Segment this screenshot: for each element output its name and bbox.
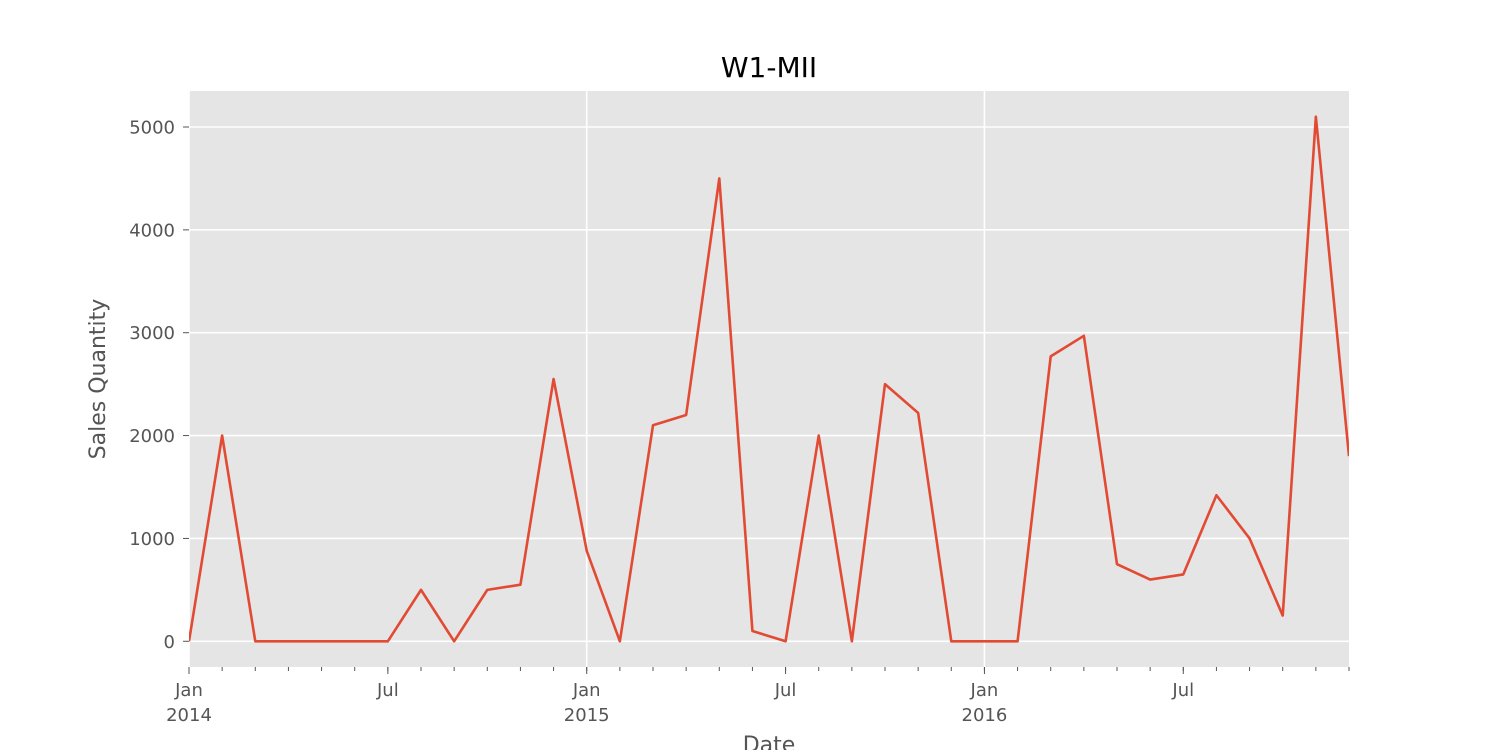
x-tick-label: Jan xyxy=(174,680,203,701)
y-tick-label: 2000 xyxy=(129,426,175,447)
axes: 0 1000 2000 3000 4000 5000 Jan 2014 Jul Jan 2015 Ju… xyxy=(129,118,1350,726)
y-tick-label: 5000 xyxy=(129,118,175,139)
plot-background xyxy=(189,91,1349,667)
x-tick-year-label: 2016 xyxy=(962,705,1008,726)
y-tick-label: 1000 xyxy=(129,529,175,550)
y-tick-label: 0 xyxy=(164,632,175,653)
x-tick-year-label: 2015 xyxy=(564,705,610,726)
chart-title: W1-MII xyxy=(721,51,817,84)
y-tick-label: 4000 xyxy=(129,220,175,241)
x-tick-year-label: 2014 xyxy=(166,705,212,726)
series-line xyxy=(189,115,1349,643)
x-tick-label: Jul xyxy=(774,680,797,701)
data-series xyxy=(189,115,1349,643)
x-axis-title: Date xyxy=(743,733,796,750)
y-tick-label: 3000 xyxy=(129,323,175,344)
x-tick-label: Jul xyxy=(1171,680,1194,701)
y-axis-title: Sales Quantity xyxy=(86,299,111,460)
x-tick-label: Jan xyxy=(970,680,999,701)
grid-lines xyxy=(188,91,1349,667)
x-tick-label: Jan xyxy=(572,680,601,701)
x-tick-label: Jul xyxy=(376,680,399,701)
